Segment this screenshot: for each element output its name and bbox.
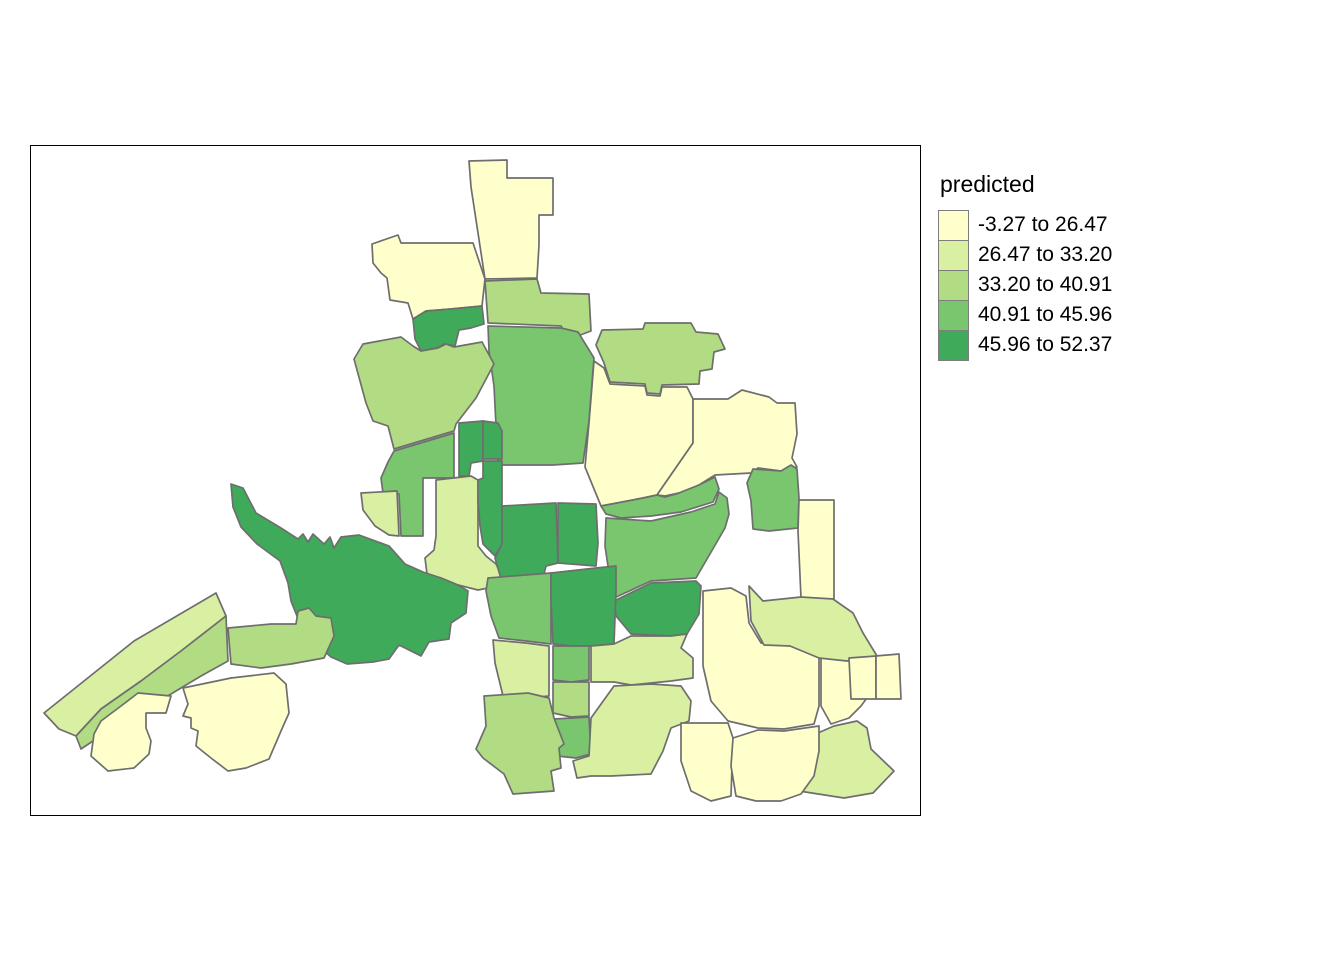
legend-label: 26.47 to 33.20	[978, 243, 1113, 267]
choropleth-svg	[43, 159, 902, 802]
map-region-w-arm	[230, 483, 469, 665]
map-region-w-big	[353, 336, 495, 450]
plot-panel	[30, 145, 921, 816]
map-region-e-dark	[613, 580, 702, 637]
legend-row: 26.47 to 33.20	[938, 240, 1113, 272]
map-region-e-strip-1	[600, 476, 720, 519]
map-region-dt-e	[557, 502, 599, 567]
legend-swatch-class4	[938, 300, 969, 332]
map-region-w-pale2	[360, 490, 400, 537]
map-region-w-strip	[380, 432, 455, 537]
map-region-se-box-2	[875, 653, 902, 700]
legend-row: -3.27 to 26.47	[938, 210, 1112, 242]
map-region-s-med-1	[552, 645, 590, 683]
map-region-s-pale-bot	[572, 683, 692, 779]
map-region-s-med-0	[485, 572, 552, 645]
map-region-s-lt-1	[552, 681, 590, 718]
map-region-se-big	[702, 587, 820, 730]
map-region-dt-w	[494, 502, 559, 580]
legend-title: predicted	[940, 171, 1035, 197]
map-region-n-tall	[468, 159, 554, 280]
map-region-e-blob	[746, 464, 800, 532]
map-region-sw-band-r	[227, 607, 335, 669]
map-region-s-pale-1	[590, 633, 694, 686]
map-region-ne-lobe-w	[584, 360, 694, 507]
map-region-s-blob	[475, 692, 565, 795]
map-region-s-tall	[492, 639, 550, 699]
map-region-s-pale-y1	[680, 722, 734, 802]
map-region-n-trap	[487, 325, 595, 466]
map-region-nw	[371, 234, 486, 320]
map-region-s-dark	[550, 565, 617, 647]
legend-swatch-class2	[938, 240, 969, 272]
legend-label: 45.96 to 52.37	[978, 333, 1113, 357]
map-region-s-pale-y2	[730, 725, 820, 802]
legend-swatch-class5	[938, 330, 969, 362]
legend: predicted -3.27 to 26.47 26.47 to 33.20 …	[938, 171, 1113, 362]
legend-row: 40.91 to 45.96	[938, 300, 1113, 332]
legend-label: 40.91 to 45.96	[978, 303, 1113, 327]
map-region-e-pale	[797, 499, 835, 600]
map-region-ne-strip	[595, 322, 726, 395]
legend-label: -3.27 to 26.47	[978, 213, 1108, 237]
legend-swatch-class1	[938, 210, 969, 242]
legend-label: 33.20 to 40.91	[978, 273, 1113, 297]
map-region-sw-fan-l	[90, 692, 172, 772]
map-region-c-small-1	[458, 420, 484, 477]
map-region-c-col	[477, 460, 503, 557]
map-region-se-box-1	[848, 655, 877, 700]
legend-swatch-class3	[938, 270, 969, 302]
map-region-c-small-2	[482, 420, 503, 460]
legend-row: 33.20 to 40.91	[938, 270, 1113, 302]
map-region-sw-fan-r	[182, 672, 290, 772]
legend-row: 45.96 to 52.37	[938, 330, 1113, 362]
